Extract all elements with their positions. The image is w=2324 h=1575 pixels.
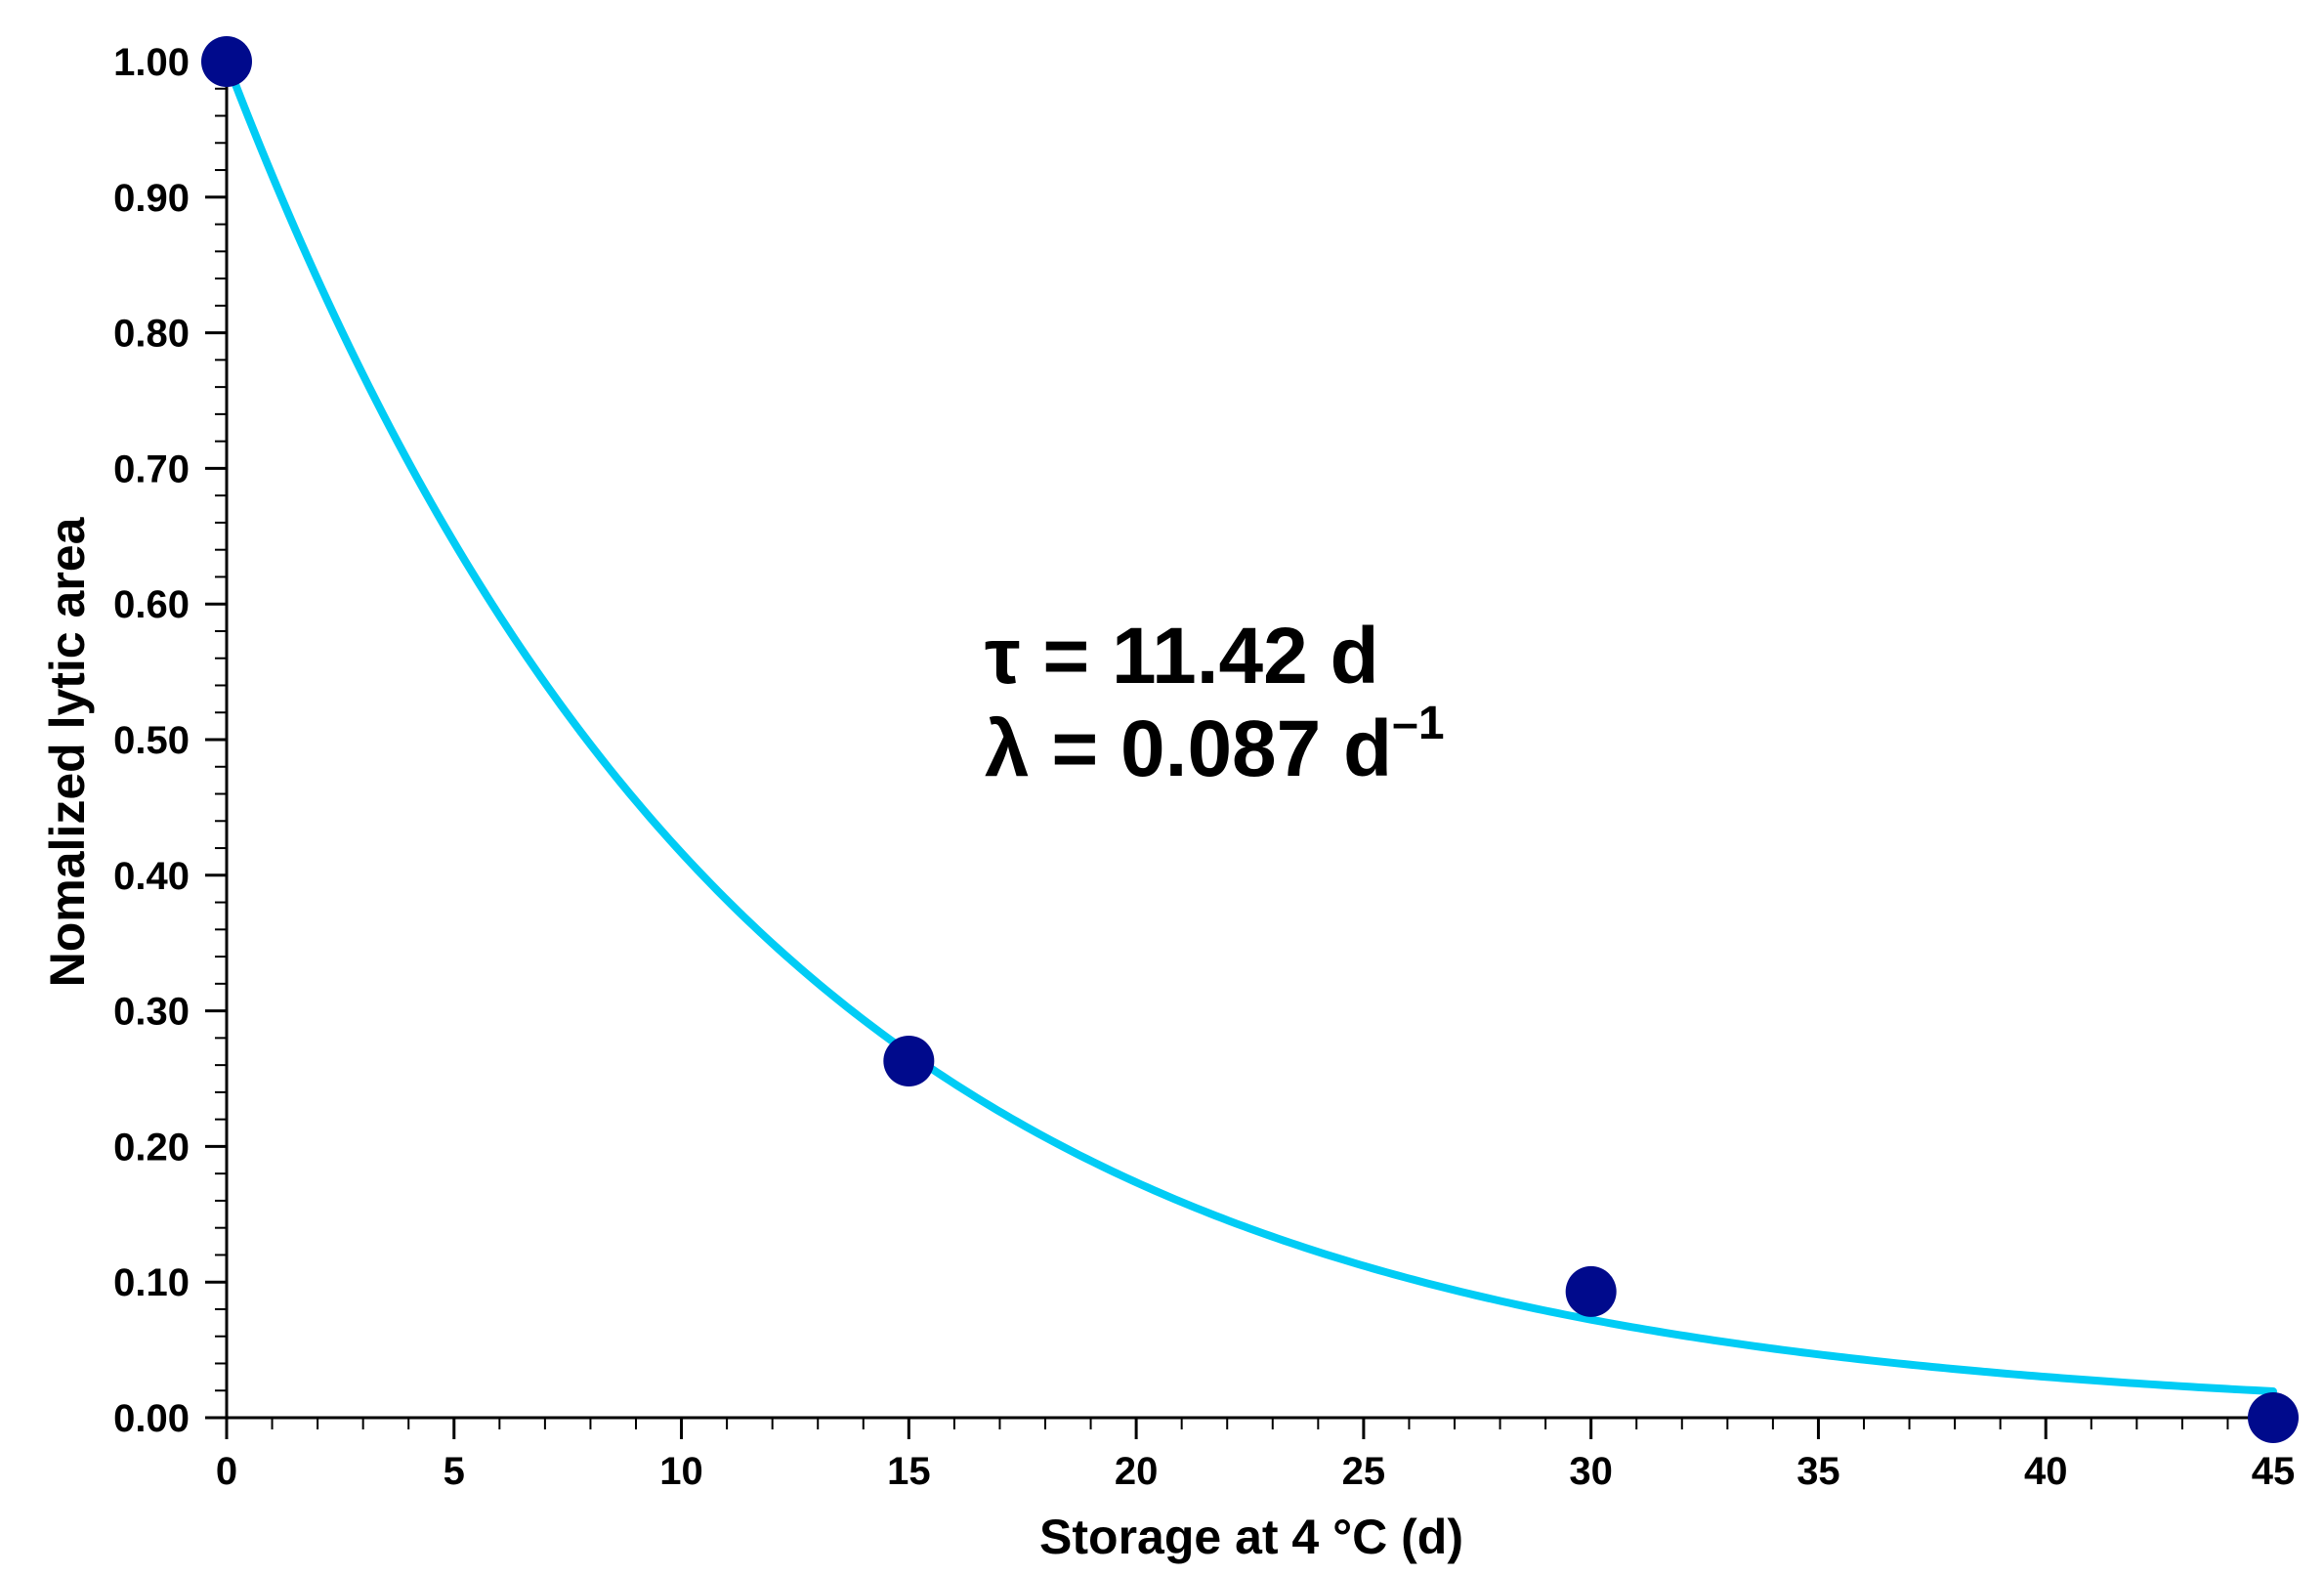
data-point bbox=[2248, 1392, 2299, 1443]
y-tick-label: 0.60 bbox=[113, 583, 190, 626]
y-tick-label: 0.10 bbox=[113, 1261, 190, 1304]
lambda-annotation-main: λ = 0.087 d bbox=[985, 704, 1392, 793]
y-tick-label: 0.20 bbox=[113, 1126, 190, 1169]
x-tick-label: 45 bbox=[2252, 1450, 2296, 1493]
y-tick-label: 0.70 bbox=[113, 447, 190, 490]
lambda-annotation-exponent: –1 bbox=[1392, 698, 1444, 749]
tau-annotation: τ = 11.42 d bbox=[985, 612, 1379, 701]
x-tick-label: 40 bbox=[2024, 1450, 2068, 1493]
y-tick-label: 0.30 bbox=[113, 991, 190, 1034]
x-tick-label: 10 bbox=[659, 1450, 703, 1493]
y-tick-label: 0.50 bbox=[113, 719, 190, 762]
data-point bbox=[201, 36, 252, 87]
x-tick-label: 15 bbox=[887, 1450, 931, 1493]
y-axis-title: Nomalized lytic area bbox=[40, 516, 95, 987]
y-tick-label: 1.00 bbox=[113, 41, 190, 84]
y-tick-label: 0.80 bbox=[113, 313, 190, 356]
x-tick-label: 35 bbox=[1796, 1450, 1840, 1493]
x-axis-title: Storage at 4 °C (d) bbox=[1039, 1510, 1463, 1564]
x-tick-label: 5 bbox=[444, 1450, 465, 1493]
fit-curve bbox=[223, 58, 2277, 1396]
y-ticks: 0.00 0.10 0.20 0.30 0.40 0.50 0.60 0.70 0.80 0.90… bbox=[113, 41, 227, 1440]
y-tick-label: 0.90 bbox=[113, 177, 190, 220]
x-tick-label: 30 bbox=[1569, 1450, 1613, 1493]
x-ticks: 0 5 10 15 20 25 30 35 40 45 bbox=[216, 1418, 2295, 1493]
data-point bbox=[883, 1035, 935, 1086]
fit-curve-layer bbox=[223, 58, 2277, 1396]
x-tick-label: 0 bbox=[216, 1450, 237, 1493]
lambda-annotation: λ = 0.087 d–1 bbox=[985, 698, 1445, 793]
data-points-layer bbox=[201, 36, 2299, 1443]
x-tick-label: 25 bbox=[1342, 1450, 1386, 1493]
y-tick-label: 0.40 bbox=[113, 855, 190, 898]
y-tick-label: 0.00 bbox=[113, 1397, 190, 1440]
axes: 0 5 10 15 20 25 30 35 40 45 0.000.100.200.300.400… bbox=[113, 41, 2295, 1493]
x-tick-label: 20 bbox=[1115, 1450, 1159, 1493]
data-point bbox=[1565, 1265, 1617, 1317]
